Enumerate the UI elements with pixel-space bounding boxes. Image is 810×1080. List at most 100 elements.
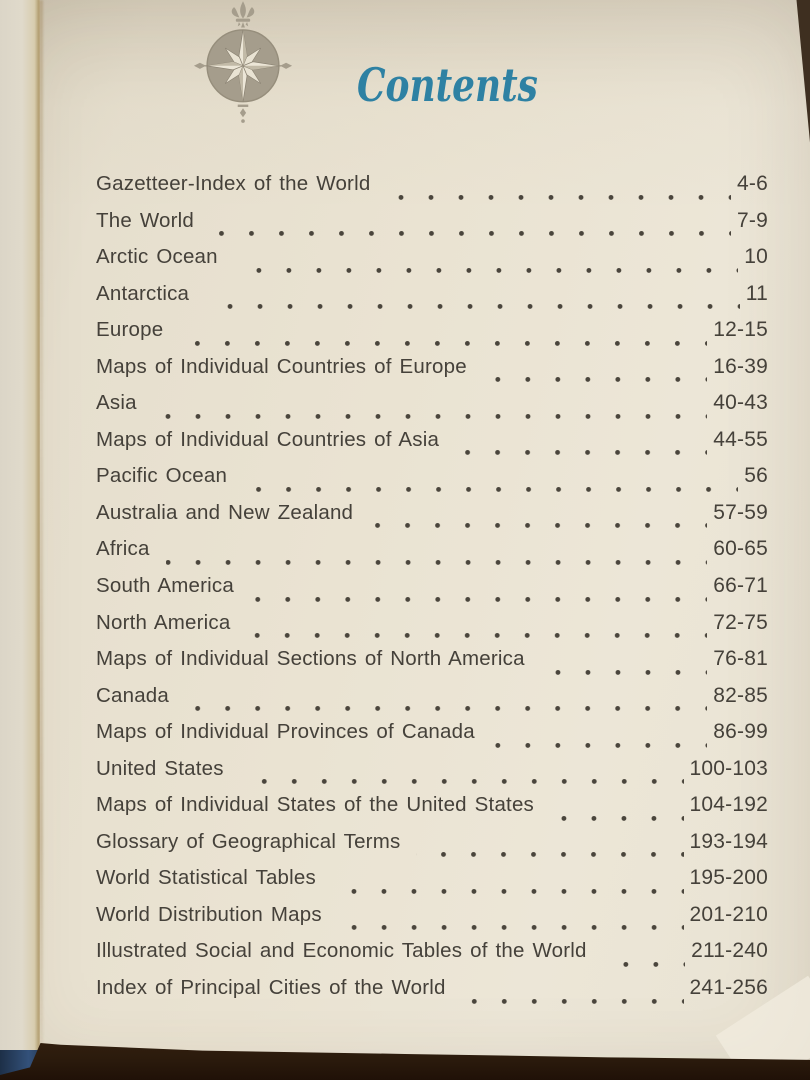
toc-entry-label: Maps of Individual Countries of Asia: [96, 427, 440, 451]
toc-entry-pages: 100-103: [689, 756, 768, 780]
toc-entry-label: Antarctica: [96, 281, 190, 305]
toc-entry-pages: 40-43: [713, 391, 768, 415]
toc-entry-pages: 211-240: [691, 939, 768, 963]
dot-leader: [239, 771, 684, 794]
toc-entry-label: South America: [96, 574, 234, 598]
toc-row: Illustrated Social and Economic Tables o…: [96, 939, 768, 977]
toc-row: United States 100-103: [96, 757, 768, 794]
toc-row: Gazetteer-Index of the World 4-6: [96, 172, 768, 209]
toc-entry-pages: 4-6: [737, 172, 768, 195]
toc-entry-pages: 104-192: [689, 793, 768, 817]
toc-row: The World 7-9: [96, 209, 768, 246]
toc-row: Pacific Ocean 56: [96, 464, 768, 501]
toc-row: Africa 60-65: [96, 537, 768, 575]
toc-entry-label: World Statistical Tables: [96, 866, 316, 890]
toc-entry-label: Australia and New Zealand: [96, 500, 354, 524]
toc-entry-pages: 7-9: [737, 208, 768, 232]
toc-row: Maps of Individual Countries of Asia 44-5…: [96, 428, 768, 465]
toc-row: Glossary of Geographical Terms 193-194: [96, 830, 768, 867]
toc-entry-pages: 76-81: [713, 647, 768, 671]
toc-entry-pages: 12-15: [713, 318, 768, 342]
toc-entry-label: Maps of Individual Sections of North Ame…: [96, 647, 525, 671]
dot-leader: [243, 478, 739, 501]
dot-leader: [246, 625, 708, 648]
toc-entry-pages: 241-256: [689, 976, 768, 1000]
toc-entry-label: Pacific Ocean: [96, 464, 228, 488]
toc-entry-pages: 201-210: [689, 902, 768, 926]
toc-entry-label: Maps of Individual Provinces of Canada: [96, 720, 475, 744]
toc-entry-pages: 44-55: [713, 427, 768, 451]
dot-leader: [209, 223, 732, 246]
toc-row: Antarctica 11: [96, 282, 768, 319]
toc-entry-label: Arctic Ocean: [96, 245, 218, 269]
dot-leader: [416, 844, 684, 867]
page-title: Contents: [357, 58, 538, 112]
toc-row: World Distribution Maps 201-210: [96, 903, 768, 940]
dot-leader: [550, 807, 684, 830]
toc-row: Maps of Individual Countries of Europe 16…: [96, 355, 768, 392]
toc-row: Canada 82-85: [96, 684, 768, 721]
toc-entry-label: Europe: [96, 318, 164, 342]
toc-row: South America 66-71: [96, 574, 768, 611]
background-gap-top-right: [796, 0, 810, 143]
dot-leader: [461, 990, 684, 1013]
toc-entry-pages: 72-75: [713, 610, 768, 634]
toc-entry-label: The World: [96, 208, 194, 232]
dot-leader: [337, 917, 684, 940]
toc-entry-pages: 16-39: [713, 354, 768, 378]
toc-row: Arctic Ocean 10: [96, 245, 768, 282]
dot-leader: [165, 552, 708, 575]
toc-entry-pages: 57-59: [713, 500, 768, 524]
dot-leader: [205, 296, 740, 319]
toc-row: Australia and New Zealand 57-59: [96, 501, 768, 538]
compass-rose-icon: [193, 1, 293, 123]
toc-entry-pages: 195-200: [689, 866, 768, 890]
toc-list: Gazetteer-Index of the World 4-6 The World…: [0, 172, 810, 1013]
toc-row: Index of Principal Cities of the World 24…: [96, 976, 768, 1013]
toc-row: World Statistical Tables 195-200: [96, 866, 768, 903]
toc-row: Maps of Individual Sections of North Ame…: [96, 647, 768, 684]
toc-entry-pages: 86-99: [713, 720, 768, 744]
toc-row: Maps of Individual States of the United …: [96, 793, 768, 830]
table-surface: [0, 1043, 810, 1080]
page-crease: [39, 0, 43, 1050]
toc-entry-label: World Distribution Maps: [96, 902, 322, 926]
toc-entry-pages: 56: [744, 464, 768, 488]
toc-entry-pages: 66-71: [713, 574, 768, 598]
dot-leader: [455, 442, 708, 465]
toc-entry-label: Glossary of Geographical Terms: [96, 829, 401, 853]
dot-leader: [249, 588, 708, 611]
toc-entry-label: Canada: [96, 683, 170, 707]
dot-leader: [331, 880, 684, 903]
toc-entry-pages: 82-85: [713, 683, 768, 707]
dot-leader: [482, 369, 708, 392]
toc-entry-label: Illustrated Social and Economic Tables o…: [96, 939, 587, 963]
dot-leader: [602, 954, 686, 977]
dot-leader: [233, 259, 739, 282]
dot-leader: [369, 515, 708, 538]
toc-row: North America 72-75: [96, 611, 768, 648]
page-edge-left: [0, 0, 40, 1058]
dot-leader: [386, 186, 732, 209]
dot-leader: [490, 734, 708, 757]
toc-entry-label: Maps of Individual States of the United …: [96, 793, 534, 817]
dot-leader: [179, 332, 708, 355]
toc-row: Maps of Individual Provinces of Canada 86…: [96, 720, 768, 757]
toc-entry-label: United States: [96, 756, 224, 780]
toc-entry-label: Africa: [96, 537, 150, 561]
toc-entry-pages: 193-194: [689, 829, 768, 853]
toc-entry-label: Asia: [96, 391, 137, 415]
toc-entry-pages: 10: [744, 245, 768, 269]
toc-entry-label: Index of Principal Cities of the World: [96, 976, 446, 1000]
dot-leader: [185, 698, 708, 721]
toc-entry-label: Gazetteer-Index of the World: [96, 172, 371, 195]
dot-leader: [152, 405, 708, 428]
toc-row: Europe 12-15: [96, 318, 768, 355]
toc-entry-pages: 60-65: [713, 537, 768, 561]
toc-entry-label: North America: [96, 610, 231, 634]
toc-row: Asia 40-43: [96, 391, 768, 428]
dot-leader: [540, 661, 708, 684]
toc-entry-label: Maps of Individual Countries of Europe: [96, 354, 467, 378]
toc-entry-pages: 11: [745, 281, 768, 305]
